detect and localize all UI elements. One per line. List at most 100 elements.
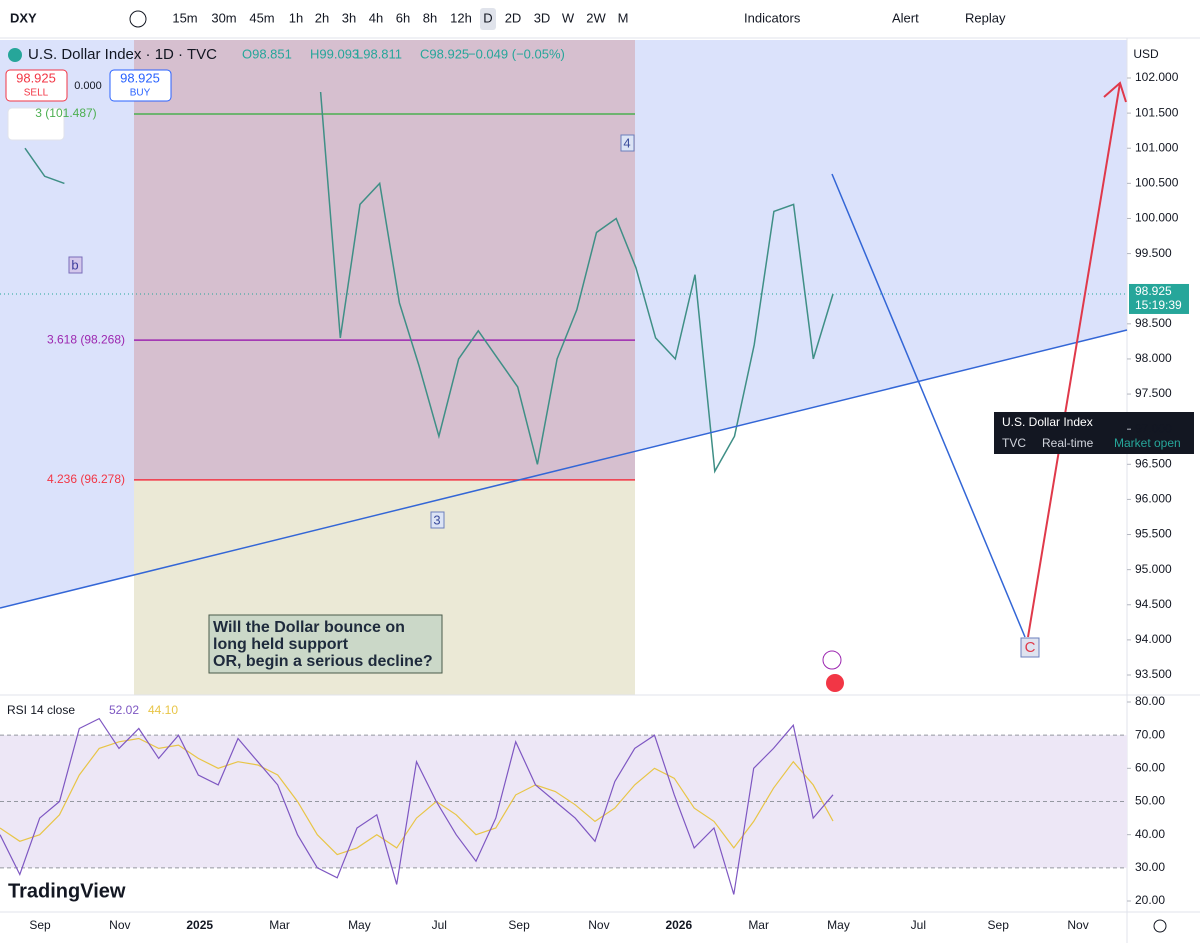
- time-tick-label: Mar: [748, 918, 769, 932]
- wave-label: C: [1025, 639, 1036, 656]
- alert-button[interactable]: Alert: [892, 10, 919, 25]
- rsi-line: [0, 717, 834, 895]
- projection-line: [831, 173, 1026, 638]
- interval-button[interactable]: W: [562, 10, 575, 25]
- indicators-button[interactable]: Indicators: [744, 10, 801, 25]
- price-tick-label: 96.000: [1135, 492, 1172, 506]
- symbol[interactable]: DXY: [10, 10, 37, 25]
- interval-button[interactable]: D: [483, 10, 492, 25]
- fib-label: 3.618 (98.268): [47, 332, 125, 346]
- price-tick-label: 97.500: [1135, 386, 1172, 400]
- rsi-tick-label: 60.00: [1135, 761, 1165, 775]
- interval-button[interactable]: M: [618, 10, 629, 25]
- interval-button[interactable]: 1h: [289, 10, 303, 25]
- tooltip-source: TVC: [1002, 436, 1026, 450]
- legend-close: C98.925: [420, 46, 469, 61]
- interval-button[interactable]: 4h: [369, 10, 383, 25]
- time-tick-label: Mar: [269, 918, 290, 932]
- price-tick-label: 95.500: [1135, 527, 1172, 541]
- rsi-tick-label: 20.00: [1135, 893, 1165, 907]
- branding: TradingView: [8, 880, 126, 902]
- sell-label: SELL: [24, 88, 49, 99]
- buy-button[interactable]: [109, 69, 172, 102]
- interval-button[interactable]: 3h: [342, 10, 356, 25]
- annotation-text: long held support: [213, 636, 349, 653]
- interval-button[interactable]: 2W: [586, 10, 606, 25]
- legend-open: O98.851: [242, 46, 292, 61]
- last-price-box: [1129, 283, 1189, 314]
- price-tick-label: 99.500: [1135, 246, 1172, 260]
- price-tick-label: 102.000: [1135, 70, 1179, 84]
- price-tick-label: 98.000: [1135, 351, 1172, 365]
- event-icon[interactable]: [822, 650, 842, 670]
- interval-button[interactable]: 2D: [505, 10, 522, 25]
- trend-line: [0, 329, 1128, 609]
- time-tick-label: Sep: [988, 918, 1010, 932]
- time-tick-label: Nov: [588, 918, 609, 932]
- buy-price: 98.925: [120, 70, 160, 85]
- last-price-label: 98.925: [1135, 284, 1172, 298]
- tooltip: [994, 412, 1194, 454]
- price-tick-label: 100.500: [1135, 176, 1179, 190]
- price-tick-label: 101.500: [1135, 105, 1179, 119]
- interval-button[interactable]: 8h: [423, 10, 437, 25]
- price-tick-label: 95.000: [1135, 562, 1172, 576]
- rsi-ma-line: [0, 737, 834, 856]
- legend-high: H99.093: [310, 46, 359, 61]
- tooltip-title: U.S. Dollar Index: [1002, 415, 1093, 429]
- flag-icon[interactable]: [826, 674, 844, 692]
- rsi-label: RSI 14 close: [7, 703, 75, 717]
- sell-button[interactable]: [5, 69, 68, 102]
- toolbar-bg: [0, 0, 1200, 38]
- time-tick-label: Jul: [911, 918, 926, 932]
- rsi-ma-value: 44.10: [148, 703, 178, 717]
- drawing-toolbar[interactable]: [7, 107, 65, 141]
- time-tick-label: May: [827, 918, 850, 932]
- wave-label: b: [71, 257, 78, 272]
- price-tick-label: 100.000: [1135, 211, 1179, 225]
- wave-box: [134, 40, 635, 480]
- time-tick-label: Sep: [29, 918, 51, 932]
- interval-button[interactable]: 2h: [315, 10, 329, 25]
- settings-icon[interactable]: [1153, 919, 1167, 933]
- wave-label: 3: [433, 512, 440, 527]
- annotation-text: Will the Dollar bounce on: [213, 619, 405, 636]
- replay-button[interactable]: Replay: [965, 10, 1006, 25]
- price-tick-label: 94.000: [1135, 632, 1172, 646]
- interval-button[interactable]: 3D: [534, 10, 551, 25]
- time-tick-label: Nov: [109, 918, 130, 932]
- rsi-tick-label: 80.00: [1135, 694, 1165, 708]
- symbol-logo: [8, 48, 22, 62]
- tooltip-feed: Real-time: [1042, 436, 1094, 450]
- time-tick-label: Nov: [1067, 918, 1088, 932]
- legend-change: −0.049 (−0.05%): [468, 46, 565, 61]
- arrow-head: [1103, 81, 1127, 103]
- price-line: [24, 91, 834, 474]
- wave-label: 4: [623, 135, 630, 150]
- interval-button[interactable]: 30m: [211, 10, 236, 25]
- interval-button[interactable]: 45m: [249, 10, 274, 25]
- rsi-tick-label: 70.00: [1135, 727, 1165, 741]
- fib-label: 3 (101.487): [35, 106, 96, 120]
- interval-button[interactable]: 12h: [450, 10, 472, 25]
- legend-title: U.S. Dollar Index · 1D · TVC: [28, 46, 217, 63]
- wave-box-3: [430, 511, 445, 529]
- countdown: 15:19:39: [1135, 298, 1182, 312]
- interval-button[interactable]: 15m: [172, 10, 197, 25]
- annotation-text: OR, begin a serious decline?: [213, 653, 433, 670]
- price-tick-label: 93.500: [1135, 667, 1172, 681]
- wave-box-c: [1020, 637, 1040, 658]
- wave-box-4: [620, 134, 635, 152]
- wave-box-b: [68, 256, 83, 274]
- time-tick-label: Jul: [432, 918, 447, 932]
- currency[interactable]: USD: [1133, 47, 1159, 61]
- interval-button[interactable]: 6h: [396, 10, 410, 25]
- price-tick-label: 96.500: [1135, 456, 1172, 470]
- sell-price: 98.925: [16, 70, 56, 85]
- buy-label: BUY: [130, 88, 151, 99]
- rsi-tick-label: 40.00: [1135, 827, 1165, 841]
- add-icon[interactable]: [129, 10, 147, 28]
- time-tick-label: 2025: [186, 918, 213, 932]
